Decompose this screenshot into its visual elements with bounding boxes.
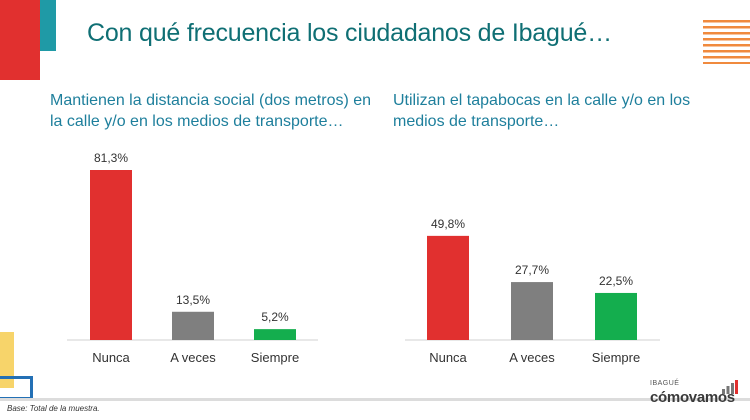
decorative-yellow-block — [0, 332, 14, 388]
chart-2-subtitle: Utilizan el tapabocas en la calle y/o en… — [393, 92, 691, 130]
data-label: 5,2% — [261, 310, 289, 324]
bar-siempre — [595, 292, 637, 340]
data-label: 27,7% — [515, 263, 549, 277]
bottom-divider — [0, 398, 750, 401]
logo-city-text: IBAGUÉ — [650, 380, 680, 387]
bar-nunca — [427, 235, 469, 340]
category-label: Siempre — [592, 350, 640, 365]
category-label: Nunca — [92, 350, 130, 365]
category-label: A veces — [509, 350, 555, 365]
decorative-teal-block — [40, 0, 56, 51]
data-label: 22,5% — [599, 274, 633, 288]
data-label: 13,5% — [176, 293, 210, 307]
chart-1-subtitle: Mantienen la distancia social (dos metro… — [50, 92, 372, 130]
bar-chart-icon — [722, 380, 738, 394]
decorative-orange-stripes — [703, 20, 750, 64]
bar-a-veces — [172, 311, 214, 340]
data-label: 49,8% — [431, 217, 465, 231]
bar-a-veces — [511, 282, 553, 340]
data-label: 81,3% — [94, 151, 128, 165]
decorative-red-block — [0, 0, 40, 80]
category-label: Nunca — [429, 350, 467, 365]
bar-siempre — [254, 329, 296, 340]
logo-ibague-como-vamos: IBAGUÉ cómovamos — [650, 380, 740, 410]
category-label: A veces — [170, 350, 216, 365]
logo-brand-text: cómovamos — [650, 389, 735, 406]
category-label: Siempre — [251, 350, 299, 365]
footnote: Base: Total de la muestra. — [7, 404, 100, 413]
bar-nunca — [90, 170, 132, 340]
page-title: Con qué frecuencia los ciudadanos de Iba… — [87, 19, 612, 47]
